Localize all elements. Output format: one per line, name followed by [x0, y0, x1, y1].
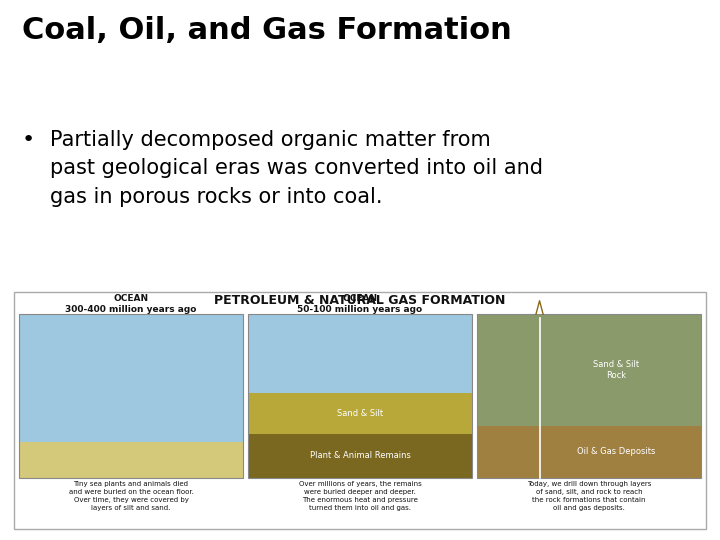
Text: PETROLEUM & NATURAL GAS FORMATION: PETROLEUM & NATURAL GAS FORMATION — [215, 294, 505, 307]
Text: •: • — [22, 130, 35, 150]
FancyBboxPatch shape — [477, 426, 701, 478]
FancyBboxPatch shape — [14, 292, 706, 529]
FancyBboxPatch shape — [19, 314, 243, 478]
FancyBboxPatch shape — [477, 314, 701, 426]
Text: Over millions of years, the remains
were buried deeper and deeper.
The enormous : Over millions of years, the remains were… — [299, 481, 421, 511]
Text: Oil & Gas Deposits: Oil & Gas Deposits — [577, 447, 655, 456]
Text: Today, we drill down through layers
of sand, silt, and rock to reach
the rock fo: Today, we drill down through layers of s… — [527, 481, 651, 511]
Text: OCEAN
300-400 million years ago: OCEAN 300-400 million years ago — [66, 294, 197, 314]
FancyBboxPatch shape — [248, 393, 472, 434]
FancyBboxPatch shape — [248, 434, 472, 478]
Text: Coal, Oil, and Gas Formation: Coal, Oil, and Gas Formation — [22, 16, 511, 45]
Text: Tiny sea plants and animals died
and were buried on the ocean floor.
Over time, : Tiny sea plants and animals died and wer… — [68, 481, 194, 511]
FancyBboxPatch shape — [19, 442, 243, 478]
Text: OCEAN
50-100 million years ago: OCEAN 50-100 million years ago — [297, 294, 423, 314]
Text: Sand & Silt: Sand & Silt — [337, 409, 383, 418]
Text: Partially decomposed organic matter from
past geological eras was converted into: Partially decomposed organic matter from… — [50, 130, 544, 207]
FancyBboxPatch shape — [248, 314, 472, 393]
Text: Sand & Silt
Rock: Sand & Silt Rock — [593, 360, 639, 380]
Text: Plant & Animal Remains: Plant & Animal Remains — [310, 451, 410, 460]
